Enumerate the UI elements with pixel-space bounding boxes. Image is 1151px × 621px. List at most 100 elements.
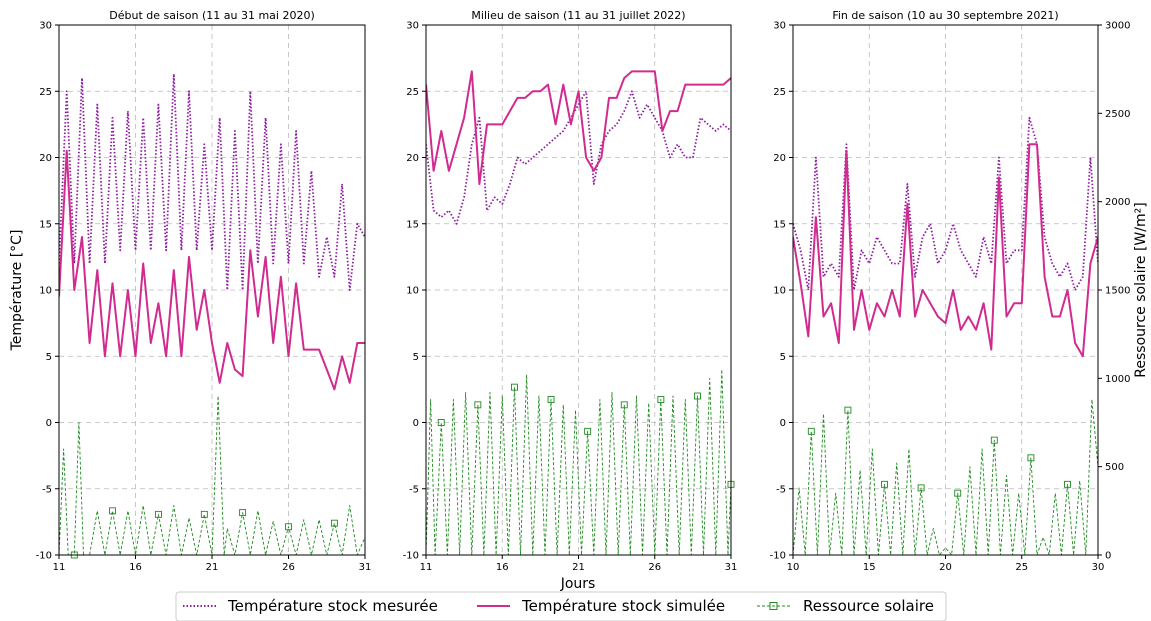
solar-marker xyxy=(954,489,962,497)
y-axis-label-left: Température [°C] xyxy=(9,230,25,352)
y-axis: -10 -5 0 5 10 15 20 25 30 xyxy=(403,21,426,562)
solar-marker xyxy=(200,510,208,518)
y-tick-label: 20 xyxy=(39,153,52,164)
x-tick-label: 31 xyxy=(359,562,372,573)
x-tick-label: 21 xyxy=(206,562,219,573)
y-tick-label: -5 xyxy=(42,484,52,495)
y-tick-label: 10 xyxy=(39,286,52,297)
x-axis: 11 16 21 26 31 xyxy=(53,555,372,573)
panel-debut: 11 16 21 26 31 -10 -5 0 5 10 15 20 25 30 Début de sa… xyxy=(36,9,372,573)
y2-axis: 0 500 1000 1500 2000 2500 3000 xyxy=(1098,21,1130,562)
y-tick-label: -10 xyxy=(36,551,52,562)
x-tick-label: 16 xyxy=(496,562,509,573)
solar-marker xyxy=(239,509,247,517)
series-layer xyxy=(793,116,1098,555)
legend-box xyxy=(175,591,947,621)
legend-label: Température stock simulée xyxy=(521,597,725,615)
plot-frame xyxy=(58,24,366,556)
legend-marker xyxy=(769,602,778,610)
solar-marker xyxy=(620,401,628,409)
y-tick-label: 30 xyxy=(406,21,419,32)
x-tick-label: 30 xyxy=(1092,562,1105,573)
legend-item-solar: Ressource solaire xyxy=(757,597,934,615)
solar-marker xyxy=(109,507,117,515)
x-tick-label: 26 xyxy=(282,562,295,573)
y-tick-label: 0 xyxy=(413,418,419,429)
solar-marker xyxy=(1027,454,1035,462)
x-tick-label: 10 xyxy=(787,562,800,573)
legend-item-simulated: Température stock simulée xyxy=(477,597,725,615)
series-line-solar xyxy=(426,369,731,555)
y-tick-label: 20 xyxy=(406,153,419,164)
x-tick-label: 26 xyxy=(648,562,661,573)
x-tick-label: 11 xyxy=(420,562,433,573)
solar-marker xyxy=(1064,480,1071,488)
x-axis: 11 16 21 26 31 xyxy=(420,555,738,573)
solar-marker xyxy=(990,436,998,444)
y-tick-label: -5 xyxy=(776,484,786,495)
series-line-measured xyxy=(793,116,1098,291)
solar-marker xyxy=(657,396,665,403)
series-line-measured xyxy=(59,73,365,291)
y-tick-label: 5 xyxy=(46,352,52,363)
y-tick-label: 0 xyxy=(780,418,786,429)
y2-tick-label: 2500 xyxy=(1105,109,1130,120)
y-tick-label: 10 xyxy=(773,286,786,297)
legend-item-measured: Température stock mesurée xyxy=(183,597,438,615)
grid xyxy=(59,25,365,555)
y2-tick-label: 500 xyxy=(1105,462,1124,473)
series-line-simulated xyxy=(426,70,731,185)
x-tick-label: 31 xyxy=(725,562,738,573)
x-tick-label: 15 xyxy=(863,562,876,573)
solar-marker xyxy=(547,396,555,403)
y-axis-label-right: Ressource solaire [W/m²] xyxy=(1133,202,1149,377)
y-tick-label: -5 xyxy=(409,484,419,495)
legend: Température stock mesurée Température st… xyxy=(175,591,947,621)
panel-title: Milieu de saison (11 au 31 juillet 2022) xyxy=(471,9,685,22)
x-tick-label: 16 xyxy=(129,562,142,573)
y-tick-label: 25 xyxy=(39,87,52,98)
y2-tick-label: 1000 xyxy=(1105,374,1130,385)
series-line-solar xyxy=(59,395,365,555)
solar-marker xyxy=(437,419,445,426)
x-axis: 10 15 20 25 30 xyxy=(787,555,1105,573)
grid xyxy=(793,25,1098,555)
x-tick-label: 11 xyxy=(53,562,66,573)
y-tick-label: 20 xyxy=(773,153,786,164)
y-tick-label: 0 xyxy=(46,418,52,429)
solar-marker xyxy=(584,427,592,435)
series-line-measured xyxy=(426,90,731,225)
y-tick-label: 30 xyxy=(773,21,786,32)
y-tick-label: 25 xyxy=(406,87,419,98)
x-tick-label: 21 xyxy=(572,562,585,573)
plot-frame xyxy=(425,24,732,556)
x-axis-label: Jours xyxy=(560,576,596,592)
series-line-simulated xyxy=(59,149,365,391)
y2-tick-label: 0 xyxy=(1105,551,1111,562)
series-layer xyxy=(426,70,735,555)
y-axis: -10 -5 0 5 10 15 20 25 30 xyxy=(36,21,59,562)
series-line-simulated xyxy=(793,143,1098,358)
y-tick-label: 15 xyxy=(39,219,52,230)
y2-tick-label: 2000 xyxy=(1105,197,1130,208)
y-tick-label: 10 xyxy=(406,286,419,297)
grid xyxy=(426,25,731,555)
panel-title: Début de saison (11 au 31 mai 2020) xyxy=(109,9,315,22)
y-tick-label: 25 xyxy=(773,87,786,98)
panel-fin: 10 15 20 25 30 -10 -5 0 5 10 15 20 25 30 0 500 1000 150… xyxy=(770,9,1131,573)
solar-marker xyxy=(694,392,701,400)
y-axis: -10 -5 0 5 10 15 20 25 30 xyxy=(770,21,793,562)
plot-frame xyxy=(792,24,1099,556)
panel-title: Fin de saison (10 au 30 septembre 2021) xyxy=(832,9,1058,22)
solar-marker xyxy=(881,480,888,488)
y2-tick-label: 3000 xyxy=(1105,21,1130,32)
solar-marker xyxy=(154,510,162,518)
y-tick-label: 5 xyxy=(413,352,419,363)
solar-marker xyxy=(917,484,925,492)
solar-marker xyxy=(807,427,815,435)
y2-tick-label: 1500 xyxy=(1105,286,1130,297)
panel-milieu: 11 16 21 26 31 -10 -5 0 5 10 15 20 25 30 Milieu de s… xyxy=(403,9,738,573)
y-tick-label: 30 xyxy=(39,21,52,32)
solar-marker xyxy=(844,406,852,414)
